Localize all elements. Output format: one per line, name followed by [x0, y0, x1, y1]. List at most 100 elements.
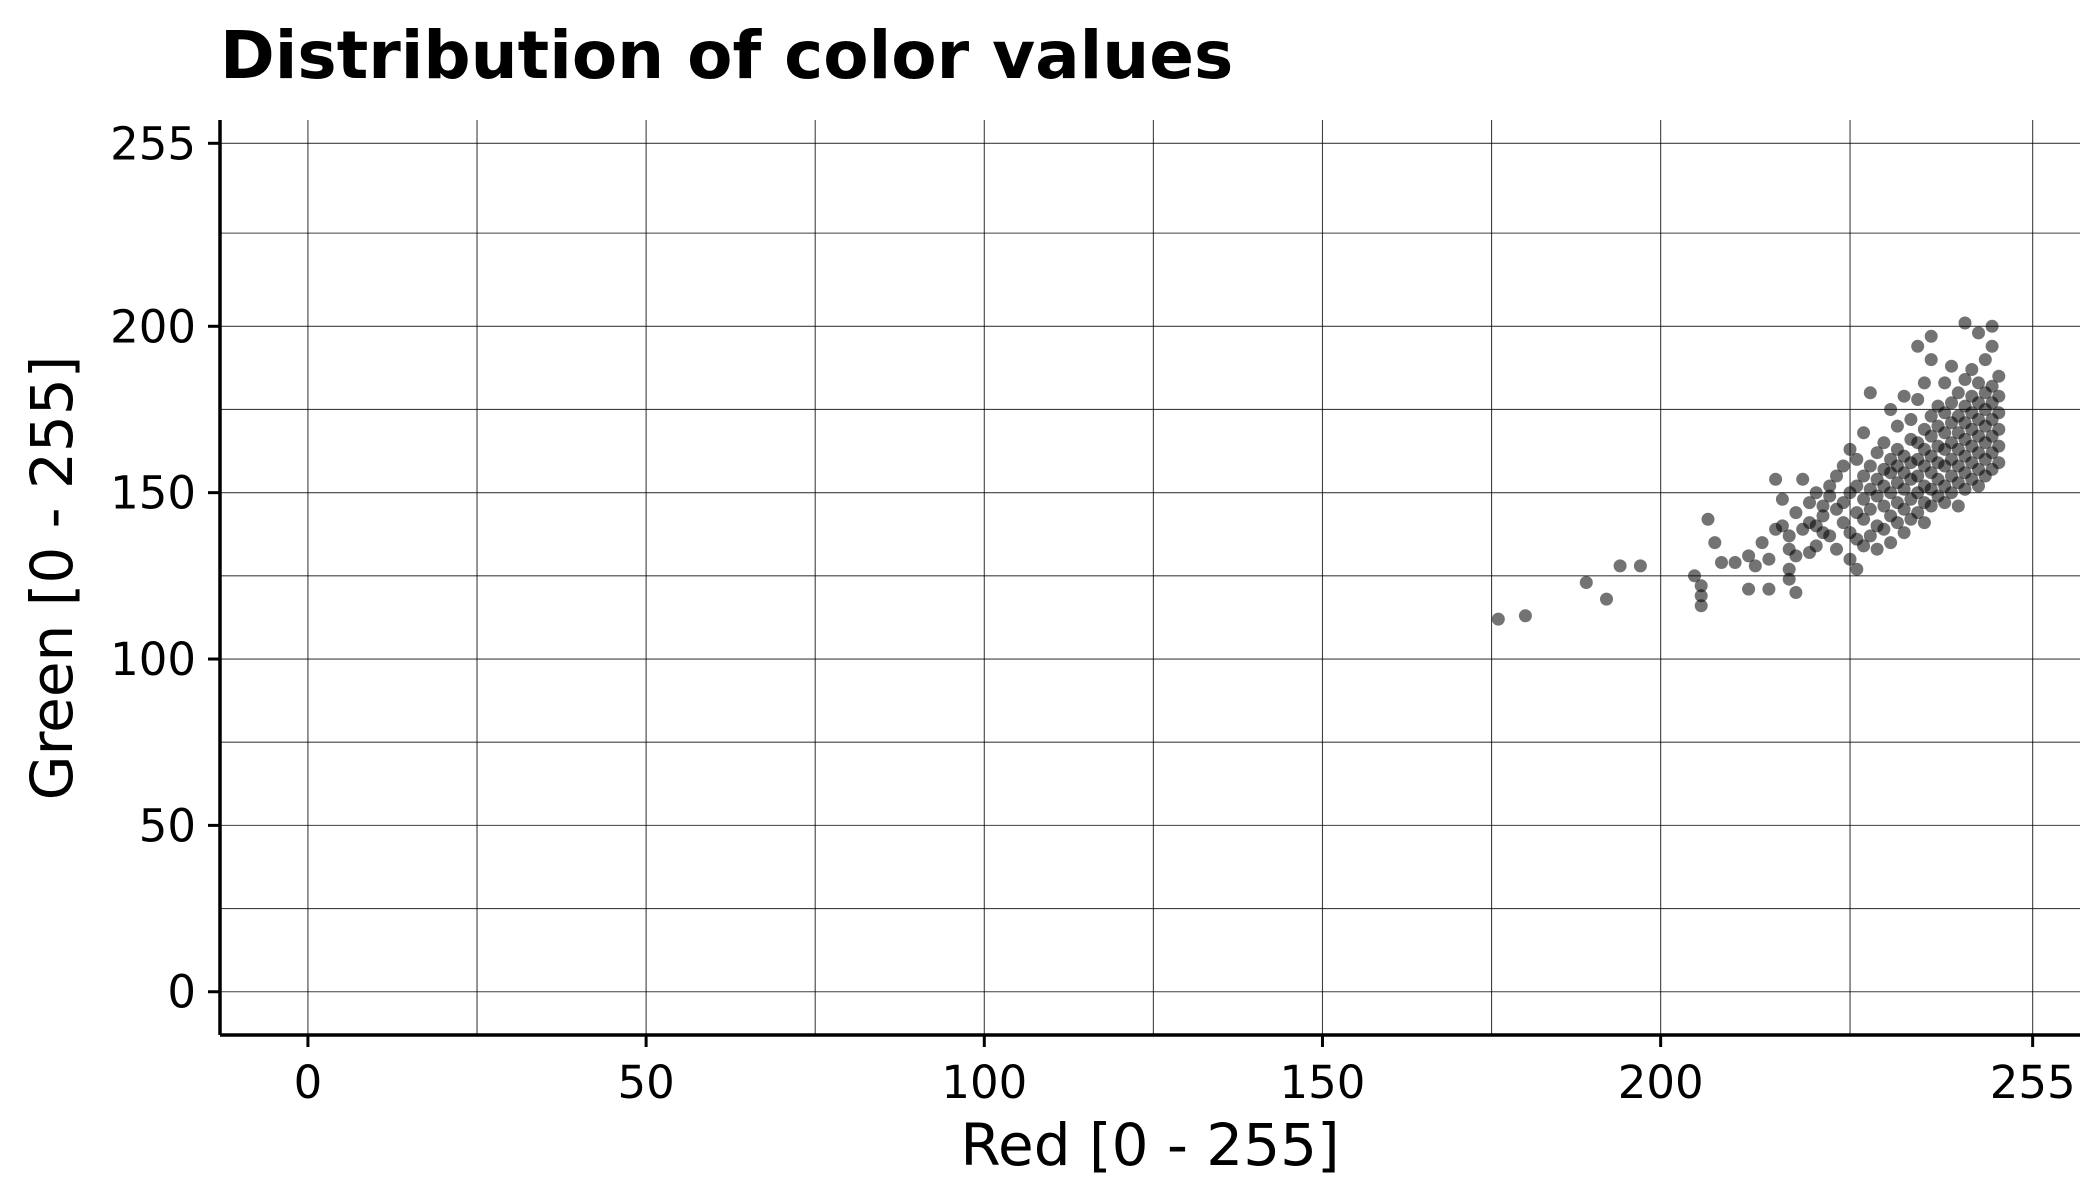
data-point [1843, 442, 1857, 456]
data-point [1789, 506, 1803, 520]
data-point [1823, 479, 1837, 493]
data-points [1491, 316, 2006, 626]
data-point [1972, 326, 1985, 340]
data-point [1917, 376, 1931, 390]
data-point [1789, 586, 1803, 599]
data-point [1715, 556, 1728, 569]
data-point [1708, 536, 1722, 550]
data-point [1945, 359, 1958, 373]
data-point [1978, 353, 1992, 367]
data-point [1701, 512, 1715, 526]
data-point [1857, 426, 1871, 440]
data-point [1890, 419, 1904, 433]
x-axis-label: Red [0 - 255] [960, 1111, 1339, 1179]
data-point [1857, 492, 1871, 506]
data-point [1775, 492, 1789, 506]
data-point [1836, 516, 1850, 530]
data-point [1911, 393, 1925, 406]
data-point [1755, 536, 1769, 550]
data-point [1945, 486, 1958, 500]
y-tick-label: 0 [167, 966, 196, 1019]
data-point [1857, 512, 1871, 526]
data-point [1850, 479, 1864, 493]
data-point [1694, 579, 1708, 593]
data-point [1850, 452, 1864, 466]
data-point [1762, 582, 1776, 596]
data-point [1938, 426, 1952, 440]
data-point [1850, 562, 1864, 576]
data-point [1945, 396, 1958, 410]
data-point [1823, 529, 1837, 543]
data-point [1830, 542, 1843, 556]
y-tick-label: 100 [110, 633, 196, 686]
x-tick-label: 100 [941, 1056, 1027, 1109]
data-point [1843, 552, 1857, 566]
data-point [1816, 509, 1830, 523]
data-point [1870, 446, 1884, 460]
y-tick-label: 200 [110, 300, 196, 353]
data-point [1992, 439, 2006, 453]
data-point [1897, 389, 1911, 403]
data-point [1884, 403, 1898, 416]
data-point [1633, 559, 1647, 573]
data-point [1884, 486, 1898, 500]
data-point [1917, 516, 1931, 530]
data-point [1796, 472, 1810, 486]
data-point [1809, 539, 1823, 553]
data-point [1992, 369, 2006, 383]
data-point [1951, 499, 1965, 513]
data-point [1972, 479, 1985, 493]
data-point [1863, 386, 1877, 400]
data-point [1904, 413, 1918, 426]
data-point [1992, 456, 2006, 470]
data-point [1789, 549, 1803, 563]
axes [208, 120, 2080, 1047]
data-point [1863, 459, 1877, 473]
data-point [1830, 469, 1843, 483]
data-point [1985, 319, 1999, 333]
data-point [1782, 562, 1796, 576]
data-point [1924, 329, 1938, 343]
data-point [1728, 556, 1742, 569]
y-tick-label: 255 [110, 117, 196, 170]
x-tick-label: 200 [1618, 1056, 1704, 1109]
data-point [1803, 496, 1816, 510]
y-tick-label: 150 [110, 467, 196, 520]
data-point [1958, 482, 1972, 496]
data-point [1877, 436, 1891, 450]
data-point [1958, 316, 1972, 330]
data-point [1762, 552, 1776, 566]
data-point [1890, 516, 1904, 530]
data-point [1958, 373, 1972, 386]
data-point [1877, 499, 1891, 513]
data-point [1769, 472, 1783, 486]
data-point [1782, 529, 1796, 543]
data-point [1863, 502, 1877, 516]
data-point [1823, 489, 1837, 503]
data-point [1809, 486, 1823, 500]
x-tick-label: 150 [1280, 1056, 1366, 1109]
x-tick-label: 255 [1990, 1056, 2076, 1109]
data-point [1775, 519, 1789, 533]
x-tick-label: 50 [617, 1056, 674, 1109]
data-point [1600, 592, 1613, 606]
data-point [1863, 529, 1877, 543]
y-axis-label: Green [0 - 255] [18, 356, 86, 801]
data-point [1884, 536, 1898, 550]
data-point [1897, 526, 1911, 540]
tick-labels: 0 50 100 150 200 255 0 50 100 150 200 255 [110, 117, 2076, 1109]
data-point [1972, 376, 1985, 390]
data-point [1911, 339, 1925, 353]
data-point [1938, 376, 1952, 390]
data-point [1911, 469, 1925, 483]
data-point [1857, 539, 1871, 553]
data-point [1857, 469, 1871, 483]
data-point [1518, 609, 1532, 623]
data-point [1816, 499, 1830, 513]
data-point [1579, 576, 1593, 589]
data-point [1985, 339, 1999, 353]
data-point [1836, 496, 1850, 510]
data-point [1694, 589, 1708, 603]
data-point [1924, 409, 1938, 423]
